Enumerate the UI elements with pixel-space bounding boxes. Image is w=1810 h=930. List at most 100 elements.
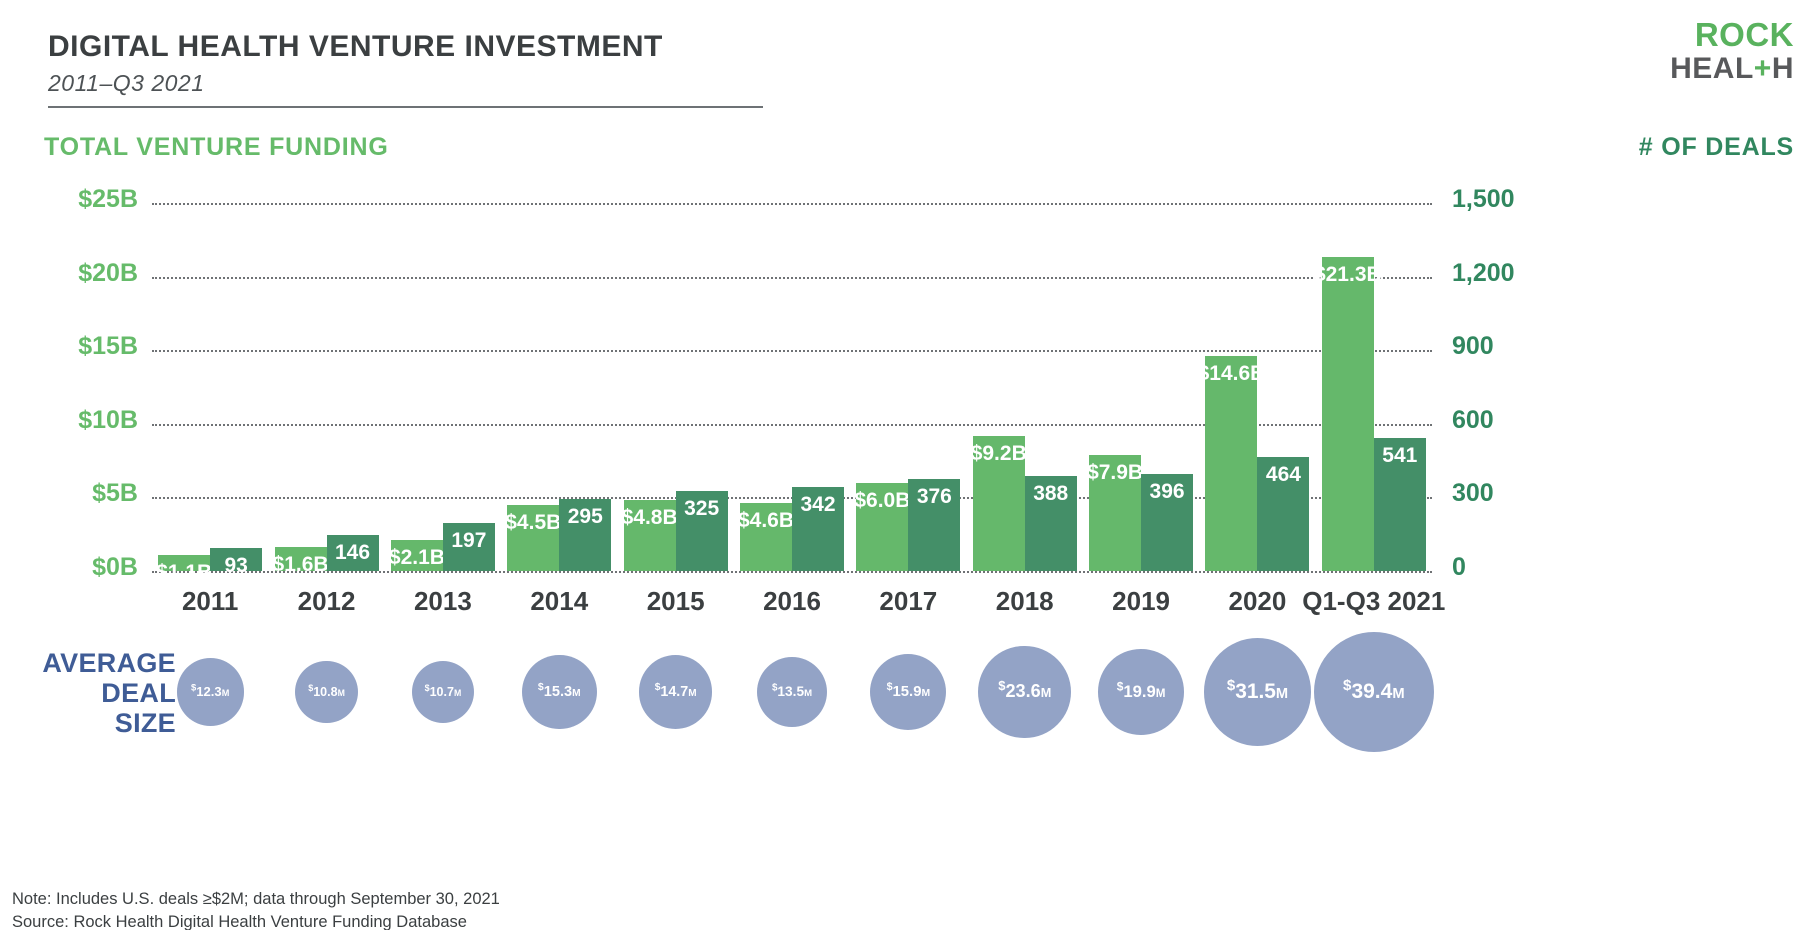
funding-bar-value: $6.0B — [854, 488, 911, 512]
bubble-value: $31.5M — [1226, 677, 1289, 703]
funding-bar-value: $4.5B — [505, 510, 562, 534]
bar-group: $4.6B 342 — [737, 203, 844, 571]
funding-bar[interactable]: $4.8B — [621, 500, 678, 571]
average-deal-size-label: AVERAGE DEAL SIZE — [20, 648, 176, 739]
average-deal-size-label-line-0: AVERAGE — [42, 648, 176, 678]
deals-bar-value: 464 — [1265, 463, 1301, 487]
funding-bar-value: $21.3B — [1313, 263, 1382, 287]
funding-bar[interactable]: $6.0B — [854, 482, 911, 571]
funding-bar-value: $9.2B — [970, 441, 1027, 465]
x-axis-label: 2013 — [413, 586, 472, 616]
rock-health-logo: ROCK HEAL+H — [1670, 18, 1794, 84]
funding-bar[interactable]: $14.6B — [1198, 356, 1265, 571]
right-axis-heading: # OF DEALS — [1638, 133, 1794, 161]
deals-bar[interactable]: 342 — [792, 487, 844, 571]
average-deal-size-bubble[interactable]: $10.8M — [295, 660, 358, 724]
deals-bar[interactable]: 464 — [1257, 457, 1310, 571]
bubble-value: $10.8M — [308, 682, 345, 699]
y-axis-right-tick: 300 — [1452, 479, 1494, 508]
funding-bar[interactable]: $4.5B — [505, 504, 562, 571]
bubble-value: $15.9M — [886, 681, 931, 700]
average-deal-size-bubble[interactable]: $10.7M — [411, 660, 475, 724]
page-subtitle: 2011–Q3 2021 — [48, 70, 205, 96]
average-deal-size-bubble[interactable]: $39.4M — [1313, 632, 1434, 752]
gridline — [152, 203, 1432, 205]
deals-bar-value: 197 — [451, 528, 487, 552]
gridline — [152, 423, 1432, 426]
x-axis-label: 2019 — [1112, 586, 1170, 616]
funding-bar[interactable]: $2.1B — [388, 540, 445, 571]
y-axis-left-tick: $20B — [78, 258, 138, 287]
y-axis-left-tick: $25B — [78, 185, 138, 213]
average-deal-size-bubble[interactable]: $23.6M — [978, 645, 1072, 739]
average-deal-size-bubble[interactable]: $12.3M — [176, 658, 244, 726]
funding-bar[interactable]: $7.9B — [1087, 454, 1144, 571]
footnote-source: Source: Rock Health Digital Health Ventu… — [12, 912, 467, 930]
funding-bar-value: $1.1B — [156, 560, 213, 584]
deals-bar[interactable]: 541 — [1373, 438, 1426, 571]
deals-bar[interactable]: 376 — [908, 478, 961, 571]
x-axis-label: 2017 — [879, 586, 938, 616]
average-deal-size-bubble[interactable]: $14.7M — [638, 655, 713, 729]
funding-bar-value: $7.9B — [1087, 460, 1144, 484]
gridline — [152, 571, 1432, 573]
funding-bar-value: $4.6B — [737, 509, 795, 533]
bubble-value: $12.3M — [191, 682, 230, 700]
logo-health-prefix: HEAL — [1670, 52, 1754, 85]
average-deal-size-bubble[interactable]: $15.9M — [870, 653, 947, 731]
funding-bar-value: $4.8B — [621, 506, 678, 530]
bubble-value: $39.4M — [1343, 677, 1405, 703]
average-deal-size-bubble[interactable]: $19.9M — [1098, 649, 1184, 735]
page-title: DIGITAL HEALTH VENTURE INVESTMENT — [48, 30, 663, 63]
bubble-value: $10.7M — [424, 682, 462, 699]
funding-bar[interactable]: $21.3B — [1314, 257, 1382, 571]
funding-bar[interactable]: $1.1B — [156, 554, 212, 583]
funding-bar-value: $1.6B — [272, 553, 329, 577]
deals-bar[interactable]: 93 — [210, 548, 263, 576]
x-axis-label: 2011 — [181, 586, 239, 616]
funding-bar[interactable]: $9.2B — [970, 435, 1027, 571]
y-axis-right-tick: 1,200 — [1452, 258, 1515, 287]
deals-bar-value: 388 — [1033, 481, 1069, 505]
deals-bar[interactable]: 325 — [675, 491, 728, 571]
funding-bar[interactable]: $4.6B — [737, 503, 795, 571]
chart-footnotes: Note: Includes U.S. deals ≥$2M; data thr… — [12, 888, 500, 930]
bubble-value: $13.5M — [771, 682, 813, 700]
deals-bar[interactable]: 396 — [1141, 473, 1194, 571]
bar-group: $1.6B 146 — [273, 203, 379, 575]
funding-bar-value: $2.1B — [388, 546, 445, 570]
gridline — [152, 350, 1432, 353]
logo-health-text: HEAL+H — [1670, 54, 1794, 84]
deals-bar-value: 396 — [1149, 479, 1185, 503]
average-deal-size-label-line-2: SIZE — [114, 708, 176, 739]
average-deal-size-bubble[interactable]: $13.5M — [756, 656, 828, 728]
y-axis-right-tick: 900 — [1452, 332, 1494, 361]
bar-group: $14.6B 464 — [1198, 203, 1310, 571]
deals-bar[interactable]: 295 — [559, 498, 612, 571]
average-deal-size-bubble[interactable]: $31.5M — [1203, 638, 1312, 746]
y-axis-left-tick: $15B — [78, 332, 138, 361]
x-axis-label: 2018 — [995, 586, 1054, 616]
plus-icon: + — [1753, 52, 1772, 85]
y-axis-right-tick: 1,500 — [1452, 185, 1515, 213]
average-deal-size-bubble[interactable]: $15.3M — [521, 654, 597, 730]
bar-group: $21.3B 541 — [1314, 203, 1426, 571]
deals-bar[interactable]: 146 — [326, 535, 379, 571]
deals-bar[interactable]: 197 — [442, 522, 495, 571]
y-axis-right-tick: 0 — [1452, 553, 1466, 581]
logo-health-suffix: H — [1771, 52, 1794, 85]
bubble-value: $19.9M — [1116, 679, 1166, 701]
deals-bar-value: 541 — [1382, 444, 1418, 468]
funding-bar[interactable]: $1.6B — [273, 547, 329, 575]
bar-group: $4.8B 325 — [621, 203, 728, 571]
x-axis-label: 2012 — [297, 586, 356, 616]
bar-group: $1.1B 93 — [156, 203, 263, 583]
funding-bar-value: $14.6B — [1197, 362, 1266, 386]
x-axis-label: Q1-Q3 2021 — [1302, 586, 1446, 616]
y-axis-left-tick: $10B — [78, 405, 138, 434]
bar-group: $9.2B 388 — [970, 203, 1077, 571]
deals-bar-value: 146 — [335, 541, 371, 565]
bar-group: $7.9B 396 — [1087, 203, 1194, 571]
deals-bar[interactable]: 388 — [1024, 475, 1077, 571]
